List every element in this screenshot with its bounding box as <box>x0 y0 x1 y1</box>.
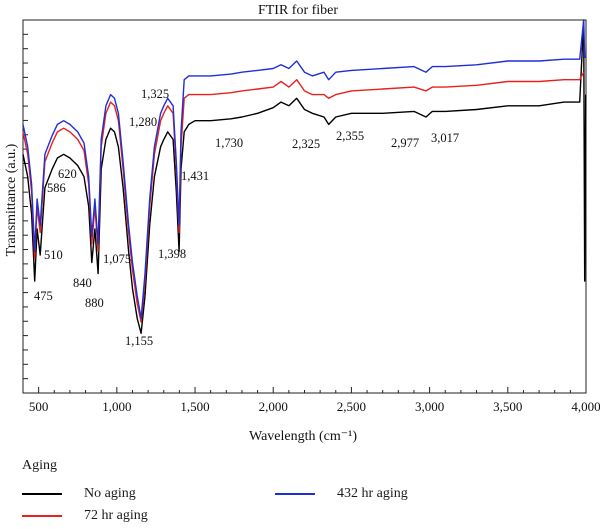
legend-item-72hr-aging: 72 hr aging <box>22 508 148 524</box>
legend-swatch-72hr-aging <box>22 515 62 517</box>
x-tick-label: 1,000 <box>102 399 131 414</box>
peak-label-1325: 1,325 <box>141 87 169 101</box>
legend-item-no-aging: No aging <box>22 486 136 502</box>
peak-label-1155: 1,155 <box>125 334 153 348</box>
peak-label-2977: 2,977 <box>391 136 419 150</box>
peak-label-1730: 1,730 <box>215 136 243 150</box>
series-line-72-hr-aging <box>22 71 585 323</box>
peak-label-1075: 1,075 <box>103 252 131 266</box>
legend: Aging No aging 72 hr aging 432 hr aging <box>22 458 582 528</box>
series-layer <box>22 19 587 334</box>
peak-label-510: 510 <box>44 248 63 262</box>
x-tick-label: 3,000 <box>415 399 444 414</box>
y-axis-title: Transmittance (a.u.) <box>4 143 19 256</box>
x-tick-label: 1,500 <box>180 399 209 414</box>
peak-label-475: 475 <box>34 289 53 303</box>
x-axis-ticks: 500 1,000 1,500 2,000 2,500 3,000 3,500 4,000 <box>22 387 600 414</box>
legend-item-432hr-aging: 432 hr aging <box>275 486 408 502</box>
legend-label-no-aging: No aging <box>84 486 136 501</box>
legend-label-72hr-aging: 72 hr aging <box>84 508 148 523</box>
peak-label-2325: 2,325 <box>292 137 320 151</box>
series-line-no-aging <box>22 19 587 334</box>
legend-label-432hr-aging: 432 hr aging <box>337 486 408 501</box>
series-line-432-hr-aging <box>22 19 586 320</box>
peak-label-3017: 3,017 <box>431 131 459 145</box>
peak-label-2355: 2,355 <box>336 129 364 143</box>
peak-label-1280: 1,280 <box>129 115 157 129</box>
peak-annotations: 475 510 586 620 840 880 1,075 1,155 1,28… <box>34 87 459 348</box>
peak-label-840: 840 <box>73 276 92 290</box>
peak-label-1431: 1,431 <box>181 169 209 183</box>
legend-swatch-432hr-aging <box>275 493 315 495</box>
legend-swatch-no-aging <box>22 493 62 495</box>
x-tick-label: 2,000 <box>259 399 288 414</box>
legend-title: Aging <box>22 458 57 473</box>
plot-frame <box>22 19 587 394</box>
peak-label-1398: 1,398 <box>158 247 186 261</box>
peak-label-586: 586 <box>47 181 66 195</box>
peak-label-880: 880 <box>85 296 104 310</box>
y-axis-ticks <box>23 33 28 380</box>
chart-title: FTIR for fiber <box>258 3 338 18</box>
peak-label-620: 620 <box>58 167 77 181</box>
x-tick-label: 2,500 <box>337 399 366 414</box>
x-tick-label: 500 <box>29 399 49 414</box>
x-tick-label: 3,500 <box>493 399 522 414</box>
x-axis-title: Wavelength (cm⁻¹) <box>249 429 357 444</box>
x-tick-label: 4,000 <box>571 399 600 414</box>
